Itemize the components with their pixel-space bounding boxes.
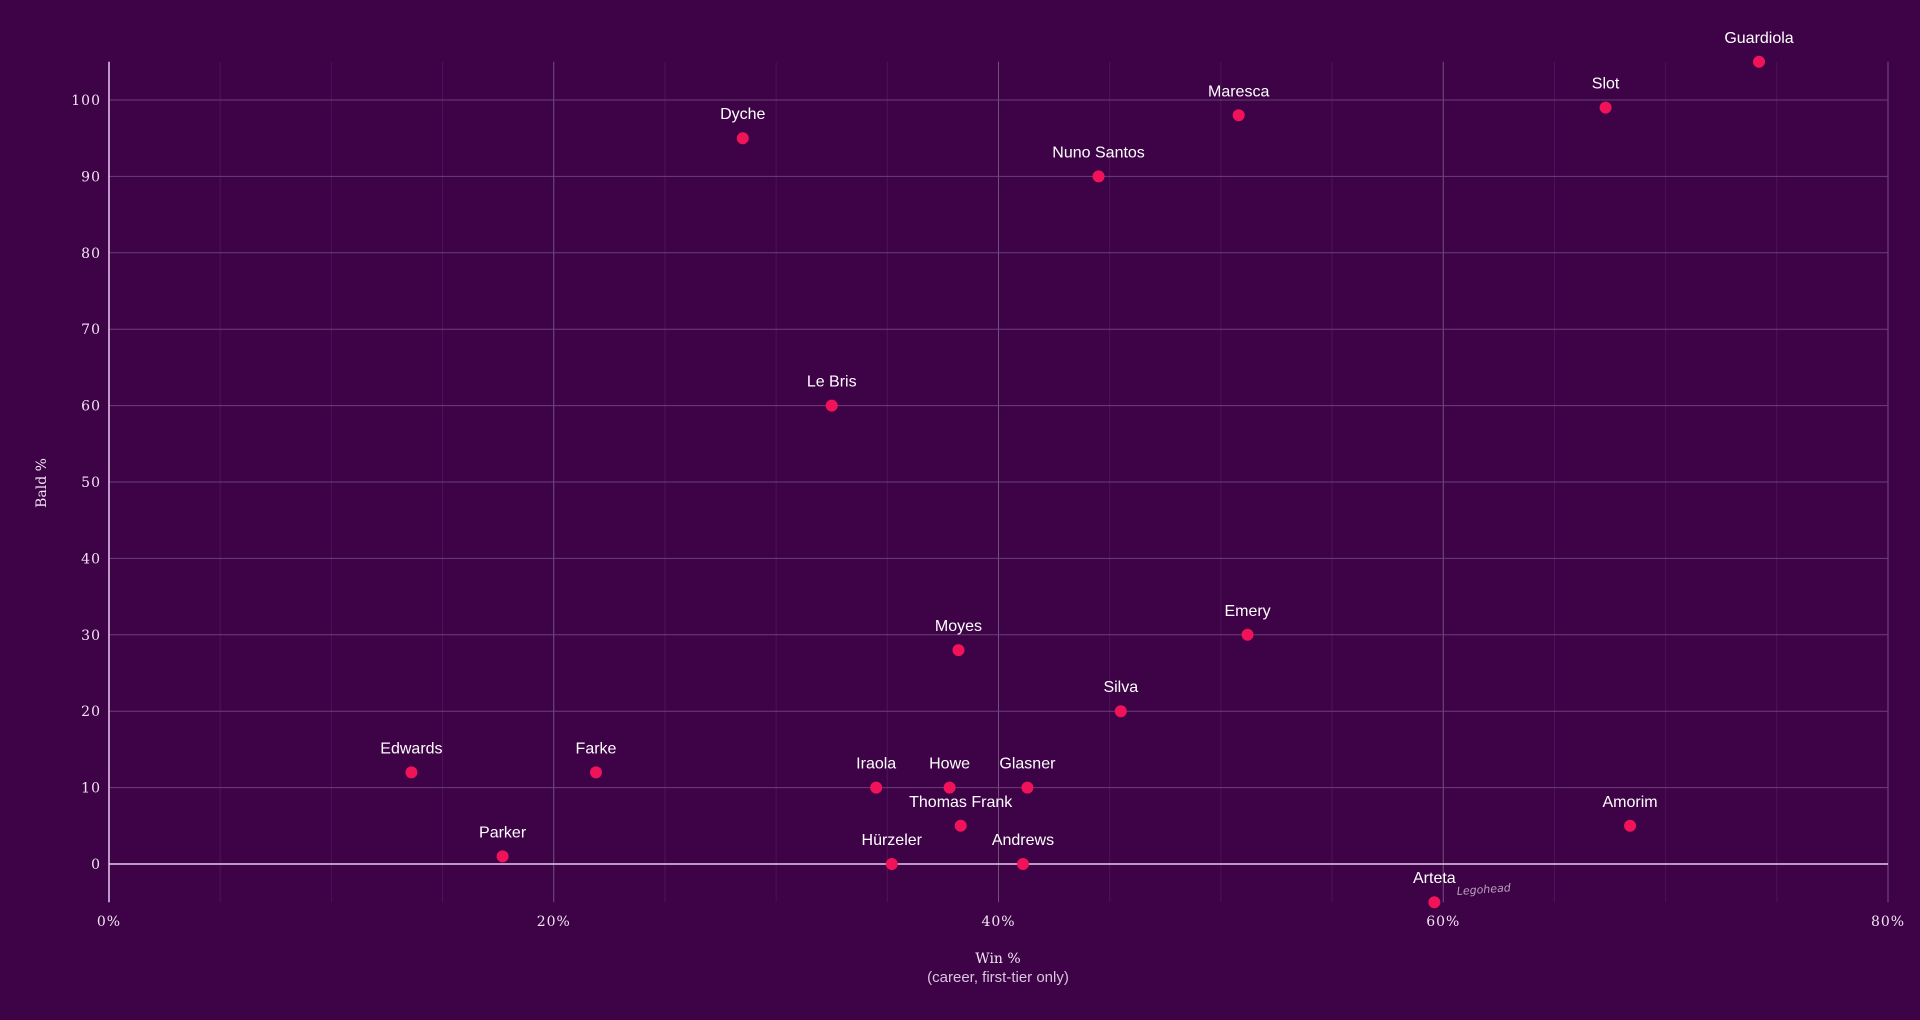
- data-point: [1241, 628, 1254, 641]
- data-label: Glasner: [999, 756, 1056, 773]
- data-point-group: Arteta: [1413, 870, 1456, 909]
- data-label: Hürzeler: [862, 832, 923, 849]
- x-axis-subtitle: (career, first-tier only): [927, 969, 1069, 986]
- data-point: [1092, 170, 1105, 183]
- data-label: Howe: [929, 756, 970, 773]
- y-tick-label: 20: [81, 704, 101, 720]
- data-label: Slot: [1592, 76, 1620, 93]
- y-axis-title: Bald %: [34, 458, 50, 508]
- data-point-group: Thomas Frank: [909, 794, 1013, 832]
- y-tick-label: 40: [81, 551, 101, 567]
- y-tick-label: 70: [81, 322, 101, 338]
- data-point: [954, 819, 967, 832]
- data-label: Farke: [576, 740, 617, 757]
- data-point: [943, 781, 956, 794]
- annotation-legohead: Legohead: [1456, 881, 1512, 898]
- data-point: [405, 766, 418, 779]
- x-axis-title: Win %: [975, 951, 1020, 967]
- data-point: [736, 132, 749, 145]
- y-tick-label: 10: [81, 781, 101, 797]
- y-tick-label: 90: [81, 169, 101, 185]
- data-point: [885, 858, 898, 870]
- y-tick-label: 60: [81, 399, 101, 415]
- data-label: Edwards: [380, 740, 442, 757]
- data-point: [952, 644, 965, 657]
- data-point: [1021, 781, 1034, 794]
- data-label: Thomas Frank: [909, 794, 1013, 811]
- data-point-group: Farke: [576, 740, 617, 779]
- data-label: Guardiola: [1724, 30, 1793, 47]
- data-point-group: Maresca: [1208, 83, 1269, 122]
- data-point-group: Howe: [929, 756, 970, 794]
- y-tick-label: 30: [81, 628, 101, 644]
- y-tick-label: 0: [91, 857, 101, 873]
- data-point-group: Edwards: [380, 740, 443, 779]
- axes: 0% 20% 40% 60% 80% 0 10 20 30 40 50 60 70 80 90 100: [71, 61, 1905, 930]
- data-point: [1624, 819, 1637, 832]
- data-label: Andrews: [992, 832, 1054, 849]
- x-tick-label: 40%: [981, 914, 1015, 930]
- data-point: [1114, 705, 1127, 718]
- data-label: Le Bris: [807, 374, 857, 391]
- data-point: [825, 399, 838, 412]
- points: Guardiola Slot Maresca Nuno Santos Dyche Le B…: [380, 30, 1794, 909]
- data-point: [590, 766, 603, 779]
- data-point: [1016, 858, 1029, 870]
- data-point-group: Andrews: [992, 832, 1054, 870]
- data-point-group: Nuno Santos: [1052, 144, 1145, 183]
- data-point-group: Amorim: [1602, 794, 1658, 832]
- data-label: Maresca: [1208, 83, 1269, 100]
- data-point-group: Iraola: [856, 756, 896, 794]
- y-tick-label: 50: [81, 475, 101, 491]
- data-point: [1753, 55, 1766, 68]
- data-point: [496, 850, 509, 863]
- x-tick-label: 0%: [97, 914, 121, 930]
- x-tick-label: 20%: [537, 914, 571, 930]
- y-tick-label: 80: [81, 246, 101, 262]
- data-point-group: Parker: [479, 824, 527, 863]
- data-label: Moyes: [935, 618, 982, 635]
- data-point-group: Slot: [1592, 76, 1620, 114]
- data-point-group: Dyche: [720, 106, 766, 145]
- data-point-group: Guardiola: [1724, 30, 1794, 68]
- data-label: Nuno Santos: [1052, 144, 1145, 161]
- x-tick-label: 60%: [1426, 914, 1460, 930]
- data-point-group: Le Bris: [807, 374, 857, 412]
- data-label: Emery: [1224, 603, 1270, 620]
- data-label: Amorim: [1602, 794, 1657, 811]
- data-label: Silva: [1103, 679, 1138, 696]
- data-label: Dyche: [720, 106, 765, 123]
- data-label: Arteta: [1413, 870, 1456, 887]
- y-tick-label: 100: [71, 93, 101, 109]
- data-label: Iraola: [856, 756, 896, 773]
- x-tick-label: 80%: [1871, 914, 1905, 930]
- data-point: [870, 781, 883, 794]
- data-point: [1428, 896, 1441, 909]
- data-point: [1232, 109, 1245, 122]
- grid: [109, 61, 1889, 903]
- data-point-group: Hürzeler: [862, 832, 923, 870]
- data-label: Parker: [479, 824, 527, 841]
- data-point-group: Silva: [1103, 679, 1138, 718]
- data-point-group: Moyes: [935, 618, 982, 657]
- data-point-group: Emery: [1224, 603, 1271, 641]
- data-point: [1599, 101, 1612, 114]
- data-point-group: Glasner: [999, 756, 1056, 794]
